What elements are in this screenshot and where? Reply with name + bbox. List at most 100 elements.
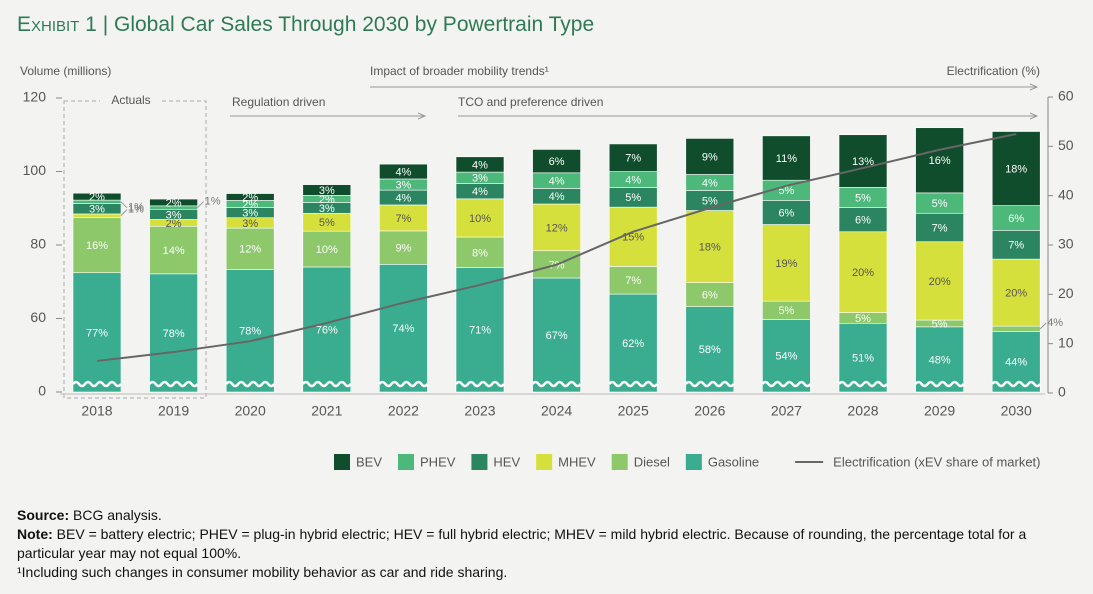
axis-break: [991, 380, 1042, 388]
value-label: 20%: [929, 276, 951, 288]
axis-break: [225, 380, 276, 388]
footnote: ¹Including such changes in consumer mobi…: [17, 564, 508, 580]
x-tick-label: 2020: [235, 403, 266, 419]
value-label: 13%: [852, 156, 874, 168]
bar-segment: [72, 192, 122, 201]
x-tick-label: 2022: [388, 403, 419, 419]
y2-tick-label: 40: [1058, 186, 1074, 202]
y2-tick-label: 50: [1058, 137, 1074, 153]
x-tick-label: 2025: [618, 403, 649, 419]
y-axis-label: Volume (millions): [20, 64, 111, 78]
bar-segment: [915, 127, 964, 194]
legend-swatch: [685, 454, 702, 470]
line-series: [96, 133, 1017, 362]
y-tick-label: 120: [23, 89, 47, 105]
bar-segment: [379, 163, 428, 180]
source-text: BCG analysis.: [73, 507, 162, 523]
y-tick-label: 80: [30, 236, 46, 252]
bar-segment: [991, 131, 1041, 206]
chart-title: Exhibit 1 | Global Car Sales Through 203…: [17, 13, 594, 36]
value-label: 1%: [128, 202, 144, 214]
value-label: 2%: [166, 197, 182, 209]
axis-break: [72, 380, 122, 388]
value-label: 54%: [775, 351, 797, 363]
legend-label: PHEV: [420, 454, 456, 469]
value-label: 16%: [929, 155, 951, 167]
value-label: 78%: [239, 326, 261, 338]
legend-swatch: [471, 454, 488, 470]
x-tick-label: 2027: [771, 403, 802, 419]
axis-break: [531, 380, 582, 388]
value-label: 48%: [929, 354, 951, 366]
bar-segment: [915, 212, 964, 243]
value-label: 8%: [472, 247, 488, 259]
leader-line: [120, 201, 128, 209]
value-label: 4%: [549, 176, 565, 188]
bar-segment: [991, 325, 1041, 332]
value-label: 4%: [625, 174, 641, 186]
axis-break: [608, 380, 659, 388]
mobility-label: Impact of broader mobility trends¹: [370, 64, 549, 78]
source: Source: BCG analysis.: [17, 506, 1077, 525]
value-label: 44%: [1005, 357, 1027, 369]
value-label: 62%: [622, 338, 644, 350]
value-label: 3%: [395, 179, 411, 191]
value-label: 2%: [242, 192, 258, 204]
bar-segment: [838, 231, 888, 313]
legend-swatch: [398, 454, 415, 470]
bar-segment: [225, 269, 275, 393]
value-label: 78%: [163, 328, 185, 340]
arrow-head: [1029, 112, 1039, 120]
value-label: 7%: [625, 153, 641, 165]
bar-segment: [72, 217, 122, 274]
value-label: 5%: [702, 195, 718, 207]
value-label: 6%: [1008, 213, 1024, 225]
note-label: Note:: [17, 526, 53, 542]
y2-tick-label: 60: [1058, 88, 1074, 104]
y2-tick-label: 30: [1058, 236, 1074, 252]
bar-segment: [685, 138, 735, 175]
value-label: 4%: [472, 159, 488, 171]
x-tick-label: 2023: [464, 403, 495, 419]
value-label: 3%: [89, 204, 105, 216]
legend-label: Gasoline: [708, 454, 759, 469]
value-label: 7%: [625, 275, 641, 287]
axis-break: [761, 380, 812, 388]
legend-label: Electrification (xEV share of market): [833, 454, 1040, 469]
value-label: 4%: [1047, 317, 1063, 329]
bar-segment: [685, 210, 735, 283]
axis-break: [914, 380, 965, 388]
value-label: 9%: [702, 151, 718, 163]
bar-segment: [838, 134, 888, 188]
bar-segment: [991, 258, 1041, 327]
bar-segment: [532, 149, 581, 174]
value-label: 1%: [128, 204, 144, 216]
value-label: 18%: [1005, 163, 1027, 175]
value-label: 2%: [319, 194, 335, 206]
value-label: 76%: [316, 324, 338, 336]
value-label: 16%: [86, 240, 108, 252]
value-label: 7%: [395, 213, 411, 225]
bar-segment: [762, 319, 811, 393]
axis-break: [684, 380, 735, 388]
bar-segment: [455, 198, 505, 238]
value-label: 18%: [699, 241, 721, 253]
axis-break: [378, 380, 429, 388]
chart: Exhibit 1 | Global Car Sales Through 203…: [17, 13, 1074, 470]
footnotes: Source: BCG analysis. Note: BEV = batter…: [17, 506, 1077, 582]
legend-label: HEV: [493, 454, 520, 469]
value-label: 20%: [1005, 288, 1027, 300]
leader-line: [1039, 322, 1047, 330]
value-label: 77%: [86, 327, 108, 339]
value-label: 7%: [932, 222, 948, 234]
value-label: 14%: [163, 245, 185, 257]
y-tick-label: 60: [30, 309, 46, 325]
value-label: 4%: [472, 186, 488, 198]
value-label: 4%: [395, 192, 411, 204]
value-label: 6%: [702, 290, 718, 302]
value-label: 3%: [319, 203, 335, 215]
bar-segment: [72, 272, 122, 393]
legend-label: Diesel: [634, 454, 670, 469]
value-label: 2%: [242, 199, 258, 211]
bar-segment: [149, 273, 198, 393]
